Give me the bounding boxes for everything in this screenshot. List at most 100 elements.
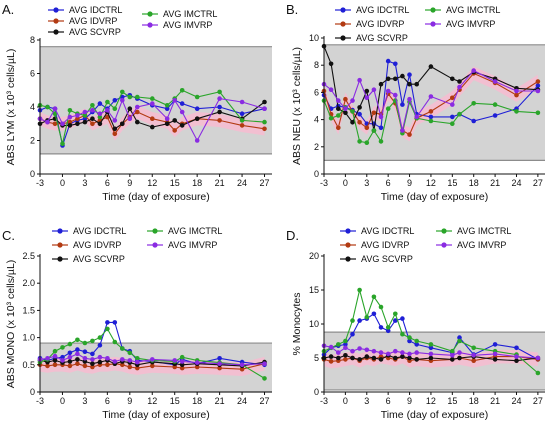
data-point: [217, 365, 222, 371]
x-tick-label: 24: [511, 396, 521, 406]
x-tick-label: -3: [320, 396, 328, 406]
y-tick-label: 0: [314, 387, 319, 397]
x-tick-label: 27: [260, 396, 270, 406]
data-point: [371, 355, 377, 361]
x-tick-label: 15: [170, 178, 180, 188]
data-point: [457, 84, 462, 90]
data-point: [492, 342, 498, 347]
legend-swatch-marker: [53, 18, 59, 24]
data-point: [90, 116, 95, 121]
data-point: [328, 359, 334, 364]
data-point: [535, 79, 541, 84]
data-point: [400, 102, 405, 107]
data-point: [112, 126, 118, 132]
data-point: [535, 355, 541, 361]
data-point: [357, 357, 362, 362]
series-imvrp: [321, 343, 541, 361]
x-tick-label: 21: [490, 396, 500, 406]
data-point: [90, 361, 95, 367]
data-point: [105, 320, 110, 325]
data-point: [428, 345, 434, 351]
data-point: [97, 114, 103, 120]
data-point: [371, 110, 377, 116]
data-point: [112, 339, 118, 345]
data-point: [336, 113, 341, 118]
data-point: [328, 354, 334, 359]
data-point: [428, 355, 434, 361]
data-point: [67, 359, 73, 364]
legend-swatch-marker: [345, 228, 351, 234]
data-point: [385, 351, 391, 357]
variability-ribbon: [40, 105, 265, 141]
data-point: [393, 61, 398, 67]
series-line: [39, 111, 265, 135]
data-point: [428, 118, 434, 124]
data-point: [164, 116, 170, 121]
data-point: [378, 350, 384, 355]
x-axis-label: Time (day of exposure): [102, 191, 210, 203]
data-point: [450, 353, 455, 358]
data-point: [336, 350, 341, 355]
legend-item-idvrp: AVG IDVRP: [52, 240, 121, 250]
y-tick-label: 20: [309, 251, 319, 261]
legend-swatch-marker: [152, 228, 158, 234]
data-point: [239, 111, 245, 116]
data-point: [120, 94, 125, 100]
data-point: [97, 359, 103, 365]
y-axis-label: ABS NEU (x 10³ cells/µL): [291, 47, 303, 165]
y-tick-label: 15: [309, 285, 319, 295]
data-point: [179, 354, 185, 360]
data-point: [450, 102, 455, 107]
data-point: [90, 357, 95, 362]
data-point: [407, 335, 412, 340]
legend-item-imvrp: AVG IMVRP: [142, 20, 212, 30]
legend-item-idvrp: AVG IDVRP: [340, 240, 409, 250]
legend-swatch-marker: [340, 21, 346, 27]
data-point: [414, 81, 420, 87]
y-tick-label: 1.0: [22, 333, 35, 343]
data-point: [350, 331, 355, 337]
data-point: [150, 124, 155, 130]
x-tick-label: 12: [426, 396, 436, 406]
data-point: [407, 81, 412, 87]
data-point: [514, 109, 519, 114]
legend-item-imctrl: AVG IMCTRL: [147, 226, 222, 236]
data-point: [535, 88, 541, 94]
data-point: [82, 113, 88, 118]
data-point: [194, 138, 200, 143]
y-axis-label: ABS MONO (x 10³ cells/µL): [5, 260, 17, 389]
data-point: [378, 114, 384, 120]
data-point: [217, 118, 222, 123]
data-point: [150, 357, 155, 362]
legend-item-imvrp: AVG IMVRP: [425, 19, 495, 29]
data-point: [135, 94, 140, 100]
x-tick-label: 9: [407, 178, 412, 188]
data-point: [262, 361, 267, 367]
data-point: [97, 335, 103, 340]
data-point: [385, 88, 391, 94]
data-point: [364, 347, 370, 353]
data-point: [471, 68, 477, 73]
x-tick-label: 18: [192, 396, 202, 406]
data-point: [336, 355, 341, 361]
x-tick-label: 9: [127, 396, 132, 406]
data-point: [414, 357, 420, 362]
data-point: [120, 98, 125, 103]
data-point: [105, 326, 110, 332]
data-point: [357, 139, 362, 144]
legend-label: AVG IMCTRL: [163, 9, 217, 19]
data-point: [82, 359, 88, 364]
x-tick-label: 6: [105, 396, 110, 406]
data-point: [378, 81, 384, 87]
data-point: [371, 87, 377, 92]
data-point: [262, 119, 267, 125]
data-point: [262, 376, 267, 381]
data-point: [150, 363, 155, 369]
legend-swatch-marker: [345, 256, 351, 262]
data-point: [492, 79, 498, 84]
data-point: [172, 358, 177, 363]
data-point: [135, 119, 140, 125]
data-point: [535, 110, 541, 116]
data-point: [378, 325, 384, 330]
